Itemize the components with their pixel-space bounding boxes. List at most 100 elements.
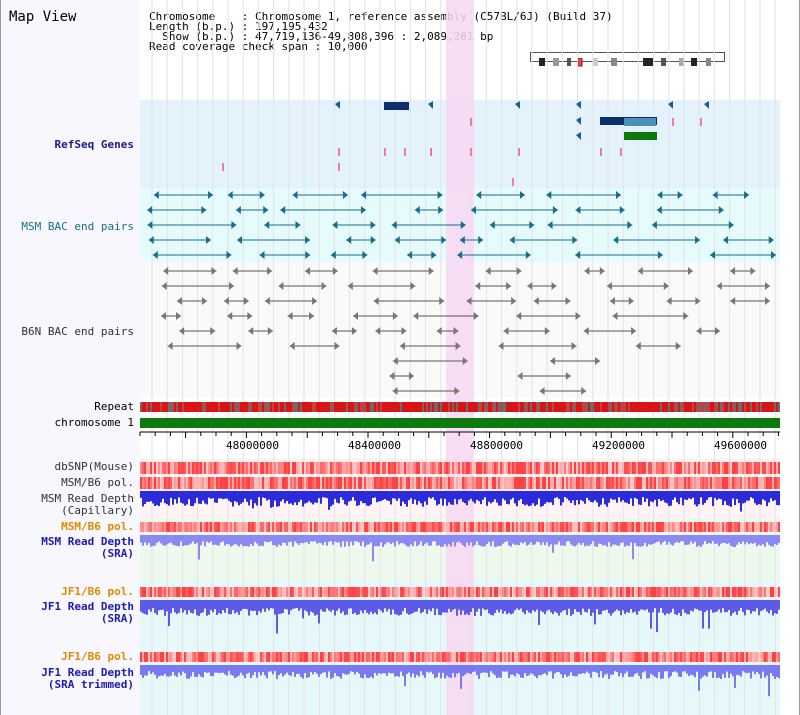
polymorphism-cell	[590, 522, 592, 532]
chromosome-ideogram[interactable]	[530, 52, 725, 67]
read-depth-bar	[440, 535, 442, 547]
read-depth-bar	[454, 665, 456, 678]
polymorphism-cell	[168, 522, 170, 532]
polymorphism-cell	[166, 477, 168, 489]
read-depth-bar	[690, 665, 692, 675]
polymorphism-cell	[476, 477, 478, 489]
read-depth-bar	[718, 600, 720, 610]
polymorphism-cell	[252, 462, 254, 474]
track-label-dbsnp[interactable]: dbSNP(Mouse)	[54, 460, 134, 473]
bac-end	[619, 206, 625, 214]
bac-end	[462, 357, 468, 365]
read-depth-bar	[724, 665, 726, 678]
read-depth-bar	[316, 600, 318, 615]
read-depth-bar	[240, 665, 242, 673]
track-label-jf1-b6-pol-2[interactable]: JF1/B6 pol.	[61, 650, 134, 663]
repeat-segment	[210, 402, 212, 412]
read-depth-bar	[164, 535, 166, 546]
polymorphism-cell	[154, 652, 156, 662]
bac-end	[565, 372, 571, 380]
polymorphism-cell	[344, 462, 346, 474]
repeat-segment	[700, 402, 702, 412]
read-depth-bar	[292, 535, 294, 547]
read-depth-bar	[586, 600, 588, 613]
track-label-jf1-depth-trimmed[interactable]: JF1 Read Depth	[41, 666, 134, 679]
polymorphism-cell	[352, 477, 354, 489]
read-depth-bar	[358, 600, 360, 615]
polymorphism-cell	[294, 652, 296, 662]
read-depth-bar	[610, 600, 612, 616]
polymorphism-cell	[764, 477, 766, 489]
track-label-msm-b6-pol[interactable]: MSM/B6 pol.	[61, 476, 134, 489]
read-depth-bar	[256, 665, 258, 678]
polymorphism-cell	[342, 477, 344, 489]
polymorphism-cell	[606, 462, 608, 474]
bac-end	[516, 267, 522, 275]
read-depth-bar	[170, 665, 172, 676]
read-depth-bar	[446, 535, 448, 547]
read-depth-bar	[544, 600, 546, 615]
track-label-jf1-b6-pol[interactable]: JF1/B6 pol.	[61, 585, 134, 598]
polymorphism-cell	[236, 522, 238, 532]
repeat-segment	[270, 402, 272, 412]
polymorphism-cell	[720, 462, 722, 474]
bac-end	[695, 236, 701, 244]
polymorphism-cell	[460, 522, 462, 532]
polymorphism-cell	[624, 477, 626, 489]
polymorphism-cell	[466, 587, 468, 597]
polymorphism-cell	[140, 587, 142, 597]
track-label-b6n-bac[interactable]: B6N BAC end pairs	[21, 325, 134, 338]
polymorphism-cell	[464, 522, 466, 532]
track-label-msm-depth-capillary[interactable]: MSM Read Depth	[41, 492, 134, 505]
polymorphism-cell	[376, 462, 378, 474]
polymorphism-cell	[656, 462, 658, 474]
read-depth-bar	[700, 491, 702, 498]
track-label-jf1-depth-sra[interactable]: JF1 Read Depth	[41, 600, 134, 613]
read-depth-bar	[648, 535, 650, 545]
polymorphism-cell	[652, 477, 654, 489]
polymorphism-cell	[172, 522, 174, 532]
read-depth-bar	[200, 665, 202, 677]
read-depth-bar	[296, 600, 298, 609]
read-depth-bar	[400, 600, 402, 615]
track-label-msm-b6-pol-2[interactable]: MSM/B6 pol.	[61, 520, 134, 533]
polymorphism-cell	[270, 652, 272, 662]
polymorphism-cell	[560, 587, 562, 597]
polymorphism-cell	[272, 522, 274, 532]
polymorphism-cell	[392, 462, 394, 474]
refseq-mark	[600, 148, 602, 156]
read-depth-bar	[638, 491, 640, 505]
polymorphism-cell	[570, 652, 572, 662]
read-depth-bar	[676, 491, 678, 503]
bac-end	[226, 251, 232, 259]
read-depth-bar	[694, 600, 696, 609]
read-depth-bar	[646, 600, 648, 610]
bac-end	[264, 297, 270, 305]
track-label-msm-bac[interactable]: MSM BAC end pairs	[21, 220, 134, 233]
polymorphism-cell	[330, 652, 332, 662]
track-label-msm-depth-sra[interactable]: MSM Read Depth	[41, 535, 134, 548]
repeat-segment	[364, 402, 366, 412]
read-depth-bar	[234, 491, 236, 502]
polymorphism-cell	[160, 522, 162, 532]
polymorphism-cell	[584, 587, 586, 597]
bac-end	[227, 312, 233, 320]
read-depth-bar	[424, 600, 426, 610]
read-depth-bar	[592, 491, 594, 503]
polymorphism-cell	[458, 587, 460, 597]
track-label-chromosome[interactable]: chromosome 1	[54, 416, 134, 429]
track-label-refseq[interactable]: RefSeq Genes	[54, 138, 134, 151]
polymorphism-cell	[222, 652, 224, 662]
polymorphism-cell	[430, 587, 432, 597]
track-label-repeat[interactable]: Repeat	[94, 400, 134, 413]
track-label-msm-depth-capillary-sub: (Capillary)	[61, 504, 134, 517]
polymorphism-cell	[720, 587, 722, 597]
polymorphism-cell	[144, 587, 146, 597]
polymorphism-cell	[568, 522, 570, 532]
polymorphism-cell	[704, 522, 706, 532]
polymorphism-cell	[588, 652, 590, 662]
read-depth-bar	[550, 600, 552, 613]
polymorphism-cell	[226, 587, 228, 597]
polymorphism-cell	[752, 652, 754, 662]
